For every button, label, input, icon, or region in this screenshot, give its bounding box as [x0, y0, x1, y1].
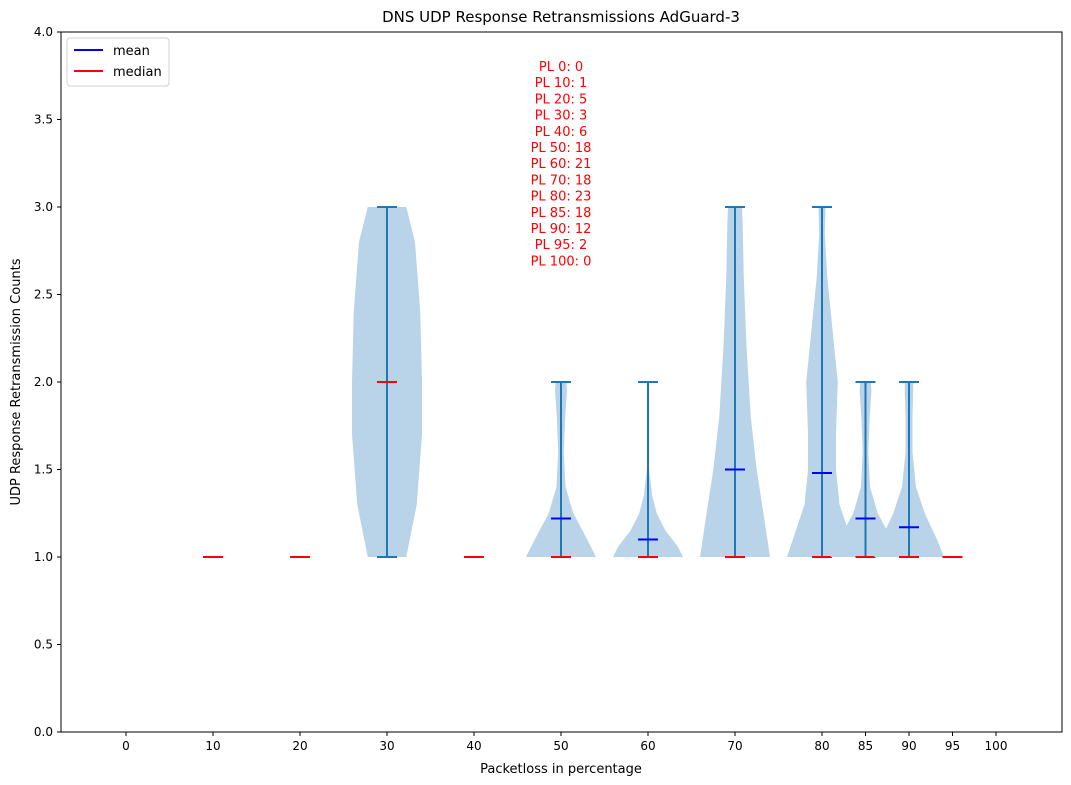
y-tick-label: 2.0 — [34, 375, 53, 389]
x-tick-label: 50 — [553, 739, 568, 753]
x-tick-label: 10 — [205, 739, 220, 753]
x-tick-label: 20 — [292, 739, 307, 753]
chart-title: DNS UDP Response Retransmissions AdGuard… — [382, 8, 740, 26]
y-tick-label: 0.0 — [34, 725, 53, 739]
annotation-line: PL 0: 0 — [539, 60, 583, 75]
x-tick-label: 0 — [122, 739, 130, 753]
annotation-line: PL 20: 5 — [535, 92, 588, 107]
y-axis-label: UDP Response Retransmission Counts — [9, 258, 24, 505]
annotation-line: PL 10: 1 — [535, 76, 588, 91]
x-tick-label: 90 — [901, 739, 916, 753]
x-tick-label: 80 — [814, 739, 829, 753]
annotation-line: PL 100: 0 — [531, 254, 592, 269]
packetloss-count-annotation: PL 0: 0PL 10: 1PL 20: 5PL 30: 3PL 40: 6P… — [531, 60, 592, 269]
y-tick-label: 3.0 — [34, 200, 53, 214]
x-tick-label: 40 — [466, 739, 481, 753]
plot-area — [203, 206, 963, 558]
annotation-line: PL 30: 3 — [535, 109, 588, 124]
x-tick-label: 95 — [945, 739, 960, 753]
y-axis: 0.0 0.5 1.0 1.5 2.0 2.5 3.0 3.5 4.0 — [34, 25, 61, 739]
x-tick-label: 85 — [858, 739, 873, 753]
annotation-line: PL 90: 12 — [531, 222, 592, 237]
annotation-line: PL 40: 6 — [535, 125, 588, 140]
legend: mean median — [66, 37, 170, 87]
y-tick-label: 1.0 — [34, 550, 53, 564]
annotation-line: PL 50: 18 — [531, 141, 592, 156]
legend-label-median: median — [113, 65, 162, 80]
x-axis-label: Packetloss in percentage — [480, 762, 642, 777]
x-axis: 0 10 20 30 40 50 60 70 80 85 90 95 100 — [122, 732, 1007, 753]
legend-label-mean: mean — [113, 44, 150, 59]
annotation-line: PL 60: 21 — [531, 157, 592, 172]
annotation-line: PL 80: 23 — [531, 190, 592, 205]
y-tick-label: 4.0 — [34, 25, 53, 39]
y-tick-label: 1.5 — [34, 463, 53, 477]
annotation-line: PL 85: 18 — [531, 206, 592, 221]
x-tick-label: 30 — [379, 739, 394, 753]
x-tick-label: 70 — [727, 739, 742, 753]
y-tick-label: 2.5 — [34, 288, 53, 302]
annotation-line: PL 95: 2 — [535, 238, 588, 253]
y-tick-label: 3.5 — [34, 113, 53, 127]
x-tick-label: 100 — [985, 739, 1008, 753]
x-tick-label: 60 — [640, 739, 655, 753]
y-tick-label: 0.5 — [34, 638, 53, 652]
annotation-line: PL 70: 18 — [531, 173, 592, 188]
